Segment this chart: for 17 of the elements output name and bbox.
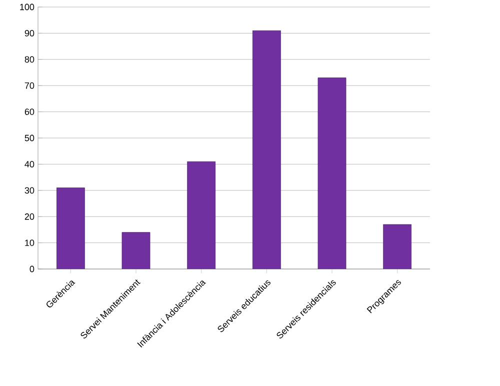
y-tick-label: 80 [24, 56, 34, 63]
y-tick-label: 40 [24, 161, 34, 168]
y-tick-label: 30 [24, 187, 34, 194]
y-tick-label: 100 [20, 4, 34, 10]
y-tick-label: 20 [24, 213, 34, 220]
bar [383, 224, 412, 269]
y-tick-label: 50 [24, 134, 34, 142]
y-tick-label: 10 [25, 240, 34, 246]
y-tick-label: 70 [24, 82, 34, 89]
y-tick-label: 0 [30, 266, 34, 272]
y-tick-label: 90 [24, 30, 34, 36]
bar [56, 188, 85, 269]
bar [122, 232, 150, 269]
bar [252, 30, 281, 269]
y-tick-label: 60 [24, 108, 34, 115]
bar [318, 78, 346, 269]
bar [187, 161, 216, 269]
